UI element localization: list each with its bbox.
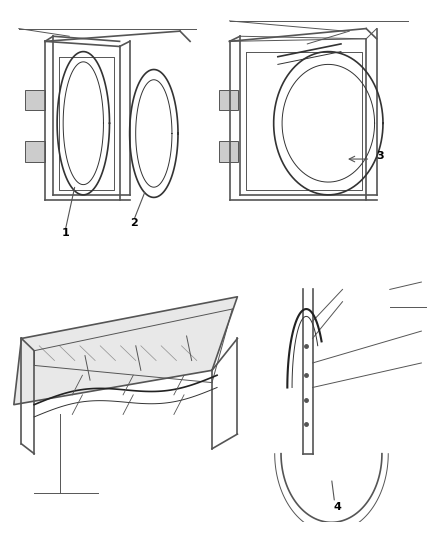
Bar — [219, 90, 238, 110]
Text: 4: 4 — [334, 502, 342, 512]
Bar — [25, 141, 45, 161]
Text: 2: 2 — [130, 217, 138, 228]
Text: 1: 1 — [61, 228, 69, 238]
Bar — [219, 141, 238, 161]
Polygon shape — [14, 297, 237, 405]
Bar — [25, 90, 45, 110]
Text: 3: 3 — [377, 151, 384, 161]
